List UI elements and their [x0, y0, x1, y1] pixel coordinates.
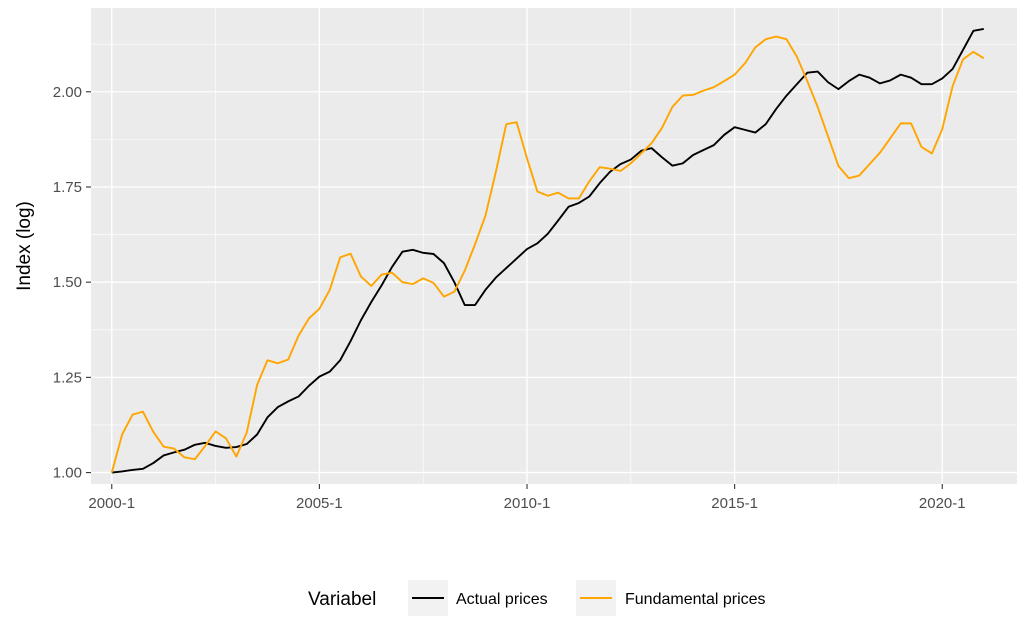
series-line-actual-prices — [111, 28, 984, 474]
x-tick-label: 2010-1 — [504, 495, 551, 512]
legend-title: Variabel — [308, 589, 376, 610]
legend-entry-fundamental-prices: Fundamental prices — [576, 580, 766, 616]
x-tick-label: 2005-1 — [296, 495, 343, 512]
plot-panel — [91, 8, 1017, 484]
series-line-fundamental-prices — [110, 35, 985, 473]
legend-label-fundamental-prices: Fundamental prices — [625, 591, 766, 608]
y-axis: 1.00 1.25 1.50 1.75 2.00 — [53, 84, 91, 482]
y-tick-label: 1.75 — [53, 179, 82, 196]
x-tick-label: 2000-1 — [88, 495, 135, 512]
grid-minor — [91, 8, 1017, 484]
y-axis-title: Index (log) — [14, 201, 35, 291]
grid-major — [91, 8, 1017, 484]
series-layer — [110, 28, 985, 474]
y-tick-label: 1.25 — [53, 369, 82, 386]
legend: Variabel Actual prices Fundamental price… — [308, 580, 766, 616]
legend-label-actual-prices: Actual prices — [456, 591, 548, 608]
y-tick-label: 1.50 — [53, 274, 82, 291]
x-tick-label: 2020-1 — [919, 495, 966, 512]
legend-entry-actual-prices: Actual prices — [408, 580, 548, 616]
x-axis: 2000-1 2005-1 2010-1 2015-1 2020-1 — [88, 484, 966, 512]
y-tick-label: 1.00 — [53, 465, 82, 482]
x-tick-label: 2015-1 — [711, 495, 758, 512]
y-tick-label: 2.00 — [53, 84, 82, 101]
